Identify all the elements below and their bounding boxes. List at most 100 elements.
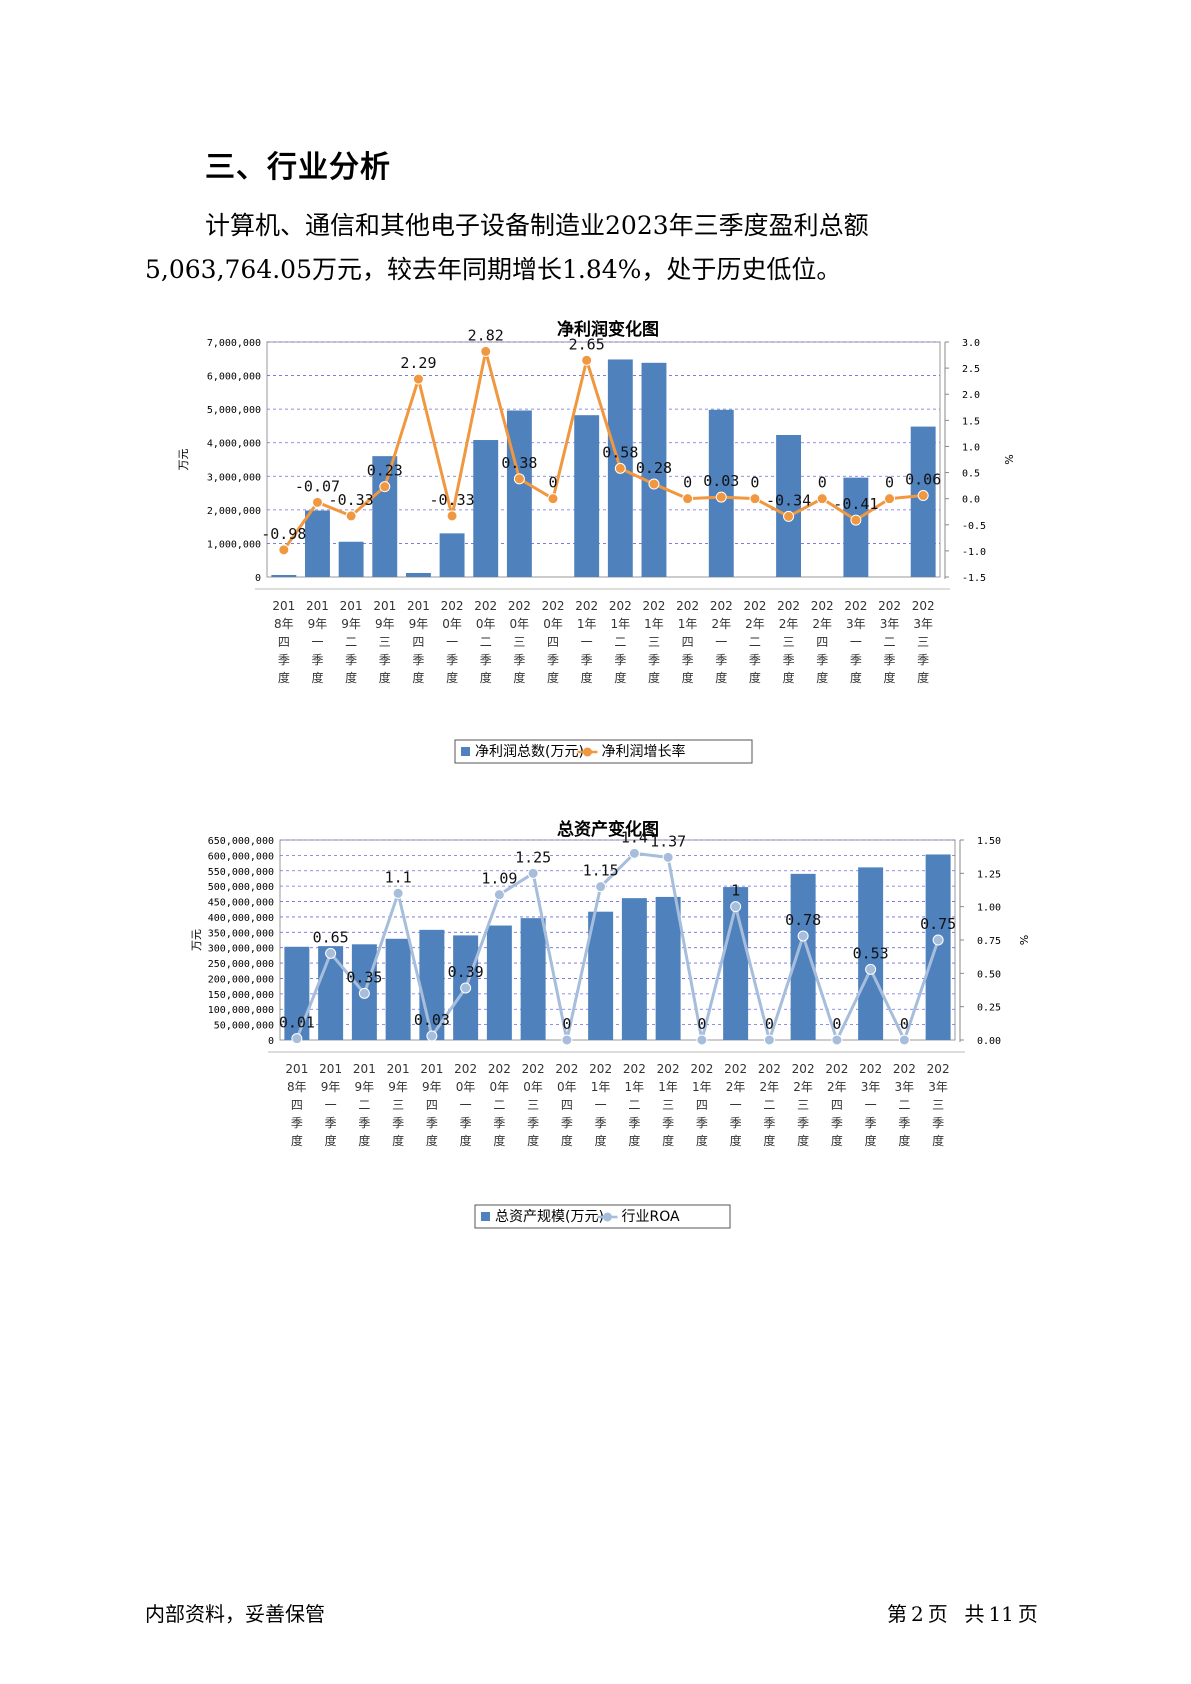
x-tick-label: 1年 — [611, 617, 631, 631]
x-tick-label: 3年 — [895, 1080, 915, 1094]
line-point — [426, 1030, 438, 1042]
x-tick-label: 季 — [581, 653, 593, 667]
data-label: 1.37 — [650, 832, 686, 850]
x-tick-label: 度 — [379, 670, 391, 685]
x-tick-label: 202 — [878, 599, 901, 613]
x-tick-label: 度 — [446, 670, 458, 685]
x-tick-label: 三 — [379, 635, 391, 649]
legend-line-marker — [583, 747, 592, 757]
x-tick-label: 201 — [340, 599, 363, 613]
x-tick-label: 度 — [480, 670, 492, 685]
line-point — [493, 889, 505, 901]
x-tick-label: 一 — [715, 635, 727, 649]
data-label: 0.01 — [279, 1014, 315, 1032]
x-tick-label: 季 — [291, 1116, 303, 1130]
x-tick-label: 202 — [724, 1062, 747, 1076]
data-label: -0.41 — [833, 495, 878, 513]
x-tick-label: 202 — [609, 599, 632, 613]
x-tick-label: 三 — [527, 1098, 539, 1112]
data-label: 0.65 — [313, 928, 349, 946]
y-right-tick-label: 2.0 — [962, 390, 980, 401]
y-right-tick-label: 0.50 — [977, 969, 1001, 980]
x-tick-label: 0年 — [456, 1080, 476, 1094]
y-right-tick-label: 1.50 — [977, 836, 1001, 847]
x-tick-label: 三 — [513, 635, 525, 649]
legend-bar-swatch — [461, 747, 470, 756]
data-label: 0 — [697, 1015, 706, 1033]
data-label: 0 — [750, 474, 759, 492]
x-tick-label: 季 — [715, 653, 727, 667]
data-label: 0 — [885, 474, 894, 492]
x-tick-label: 3年 — [913, 617, 933, 631]
x-tick-label: 2年 — [745, 617, 765, 631]
y-right-tick-label: -1.5 — [962, 573, 986, 584]
x-tick-label: 季 — [682, 653, 694, 667]
x-tick-label: 季 — [527, 1116, 539, 1130]
x-tick-label: 202 — [474, 599, 497, 613]
x-tick-label: 2年 — [711, 617, 731, 631]
x-tick-label: 度 — [816, 670, 828, 685]
x-tick-label: 季 — [426, 1116, 438, 1130]
x-tick-label: 202 — [555, 1062, 578, 1076]
bar — [520, 918, 546, 1040]
x-tick-label: 季 — [446, 653, 458, 667]
x-tick-label: 季 — [648, 653, 660, 667]
x-tick-label: 三 — [783, 635, 795, 649]
chart-title: 总资产变化图 — [557, 819, 659, 840]
section-title: 三、行业分析 — [205, 150, 391, 185]
line-point — [831, 1034, 843, 1046]
line-point — [460, 982, 472, 994]
x-tick-label: 202 — [623, 1062, 646, 1076]
y-tick-label: 3,000,000 — [207, 472, 261, 483]
legend-line-marker — [603, 1212, 612, 1222]
x-tick-label: 一 — [460, 1098, 472, 1112]
data-label: 0 — [818, 474, 827, 492]
x-tick-label: 度 — [850, 670, 862, 685]
y-right-axis-title: % — [1017, 935, 1030, 945]
x-tick-label: 202 — [657, 1062, 680, 1076]
bar — [284, 946, 310, 1040]
x-tick-label: 度 — [715, 670, 727, 685]
data-label: 0.06 — [905, 471, 941, 489]
x-tick-label: 202 — [643, 599, 666, 613]
line-point — [932, 934, 944, 946]
x-tick-label: 度 — [730, 1133, 742, 1148]
x-tick-label: 度 — [932, 1133, 944, 1148]
x-tick-label: 9年 — [341, 617, 361, 631]
x-tick-label: 0年 — [510, 617, 530, 631]
x-tick-label: 二 — [345, 635, 357, 649]
x-tick-label: 度 — [783, 670, 795, 685]
y-tick-label: 7,000,000 — [207, 338, 261, 349]
line-point — [715, 491, 727, 503]
data-label: 0 — [549, 474, 558, 492]
x-tick-label: 季 — [662, 1116, 674, 1130]
x-tick-label: 202 — [825, 1062, 848, 1076]
bar — [910, 426, 936, 577]
y-axis-title: 万元 — [177, 449, 190, 471]
y-tick-label: 4,000,000 — [207, 439, 261, 450]
x-tick-label: 三 — [648, 635, 660, 649]
x-tick-label: 度 — [662, 1133, 674, 1148]
x-tick-label: 四 — [561, 1098, 573, 1112]
y-right-axis-title: % — [1002, 454, 1015, 464]
x-tick-label: 季 — [358, 1116, 370, 1130]
y-tick-label: 550,000,000 — [208, 867, 274, 878]
line-point — [325, 947, 337, 959]
line-point — [379, 481, 391, 493]
x-tick-label: 度 — [831, 1133, 843, 1148]
line-point — [561, 1034, 573, 1046]
x-tick-label: 季 — [696, 1116, 708, 1130]
x-tick-label: 四 — [278, 635, 290, 649]
y-right-tick-label: 0.5 — [962, 469, 980, 480]
line-point — [278, 544, 290, 556]
x-tick-label: 201 — [353, 1062, 376, 1076]
x-tick-label: 202 — [912, 599, 935, 613]
x-tick-label: 3年 — [880, 617, 900, 631]
x-tick-label: 二 — [749, 635, 761, 649]
x-tick-label: 202 — [690, 1062, 713, 1076]
x-tick-label: 度 — [513, 670, 525, 685]
data-label: 2.65 — [569, 335, 605, 353]
x-tick-label: 度 — [865, 1133, 877, 1148]
line-point — [513, 473, 525, 485]
x-tick-label: 0年 — [543, 617, 563, 631]
